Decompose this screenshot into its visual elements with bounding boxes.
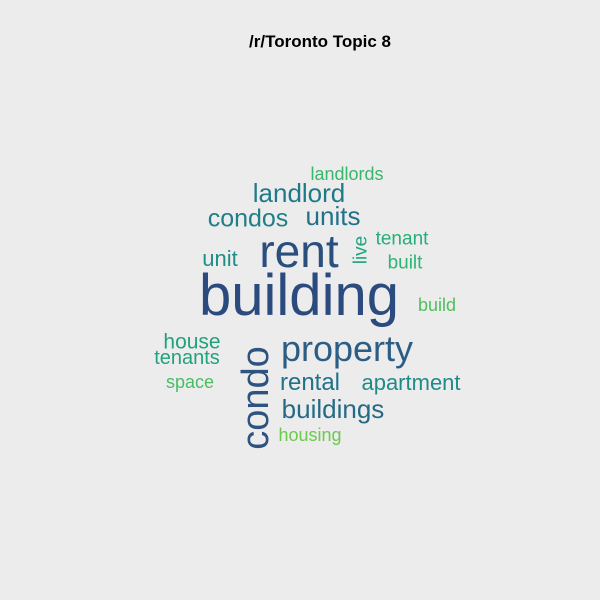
word-live: live xyxy=(350,235,372,265)
word-apartment: apartment xyxy=(361,370,461,395)
word-space: space xyxy=(165,372,215,392)
word-built: built xyxy=(387,252,423,274)
word-building: building xyxy=(199,263,399,328)
word-housing: housing xyxy=(278,425,342,445)
word-rent: rent xyxy=(259,225,339,277)
word-tenant: tenant xyxy=(375,228,429,250)
word-condo: condo xyxy=(235,346,277,450)
word-rental: rental xyxy=(279,369,341,396)
word-unit: unit xyxy=(202,246,238,271)
figure-title: /r/Toronto Topic 8 xyxy=(249,32,391,51)
word-condos: condos xyxy=(207,204,289,233)
word-build: build xyxy=(417,295,457,315)
word-landlords: landlords xyxy=(310,164,384,184)
word-property: property xyxy=(280,328,414,369)
word-tenants: tenants xyxy=(154,347,220,369)
word-landlord: landlord xyxy=(252,178,346,208)
word-buildings: buildings xyxy=(281,394,385,424)
word-units: units xyxy=(305,201,361,231)
word-house: house xyxy=(163,330,221,354)
